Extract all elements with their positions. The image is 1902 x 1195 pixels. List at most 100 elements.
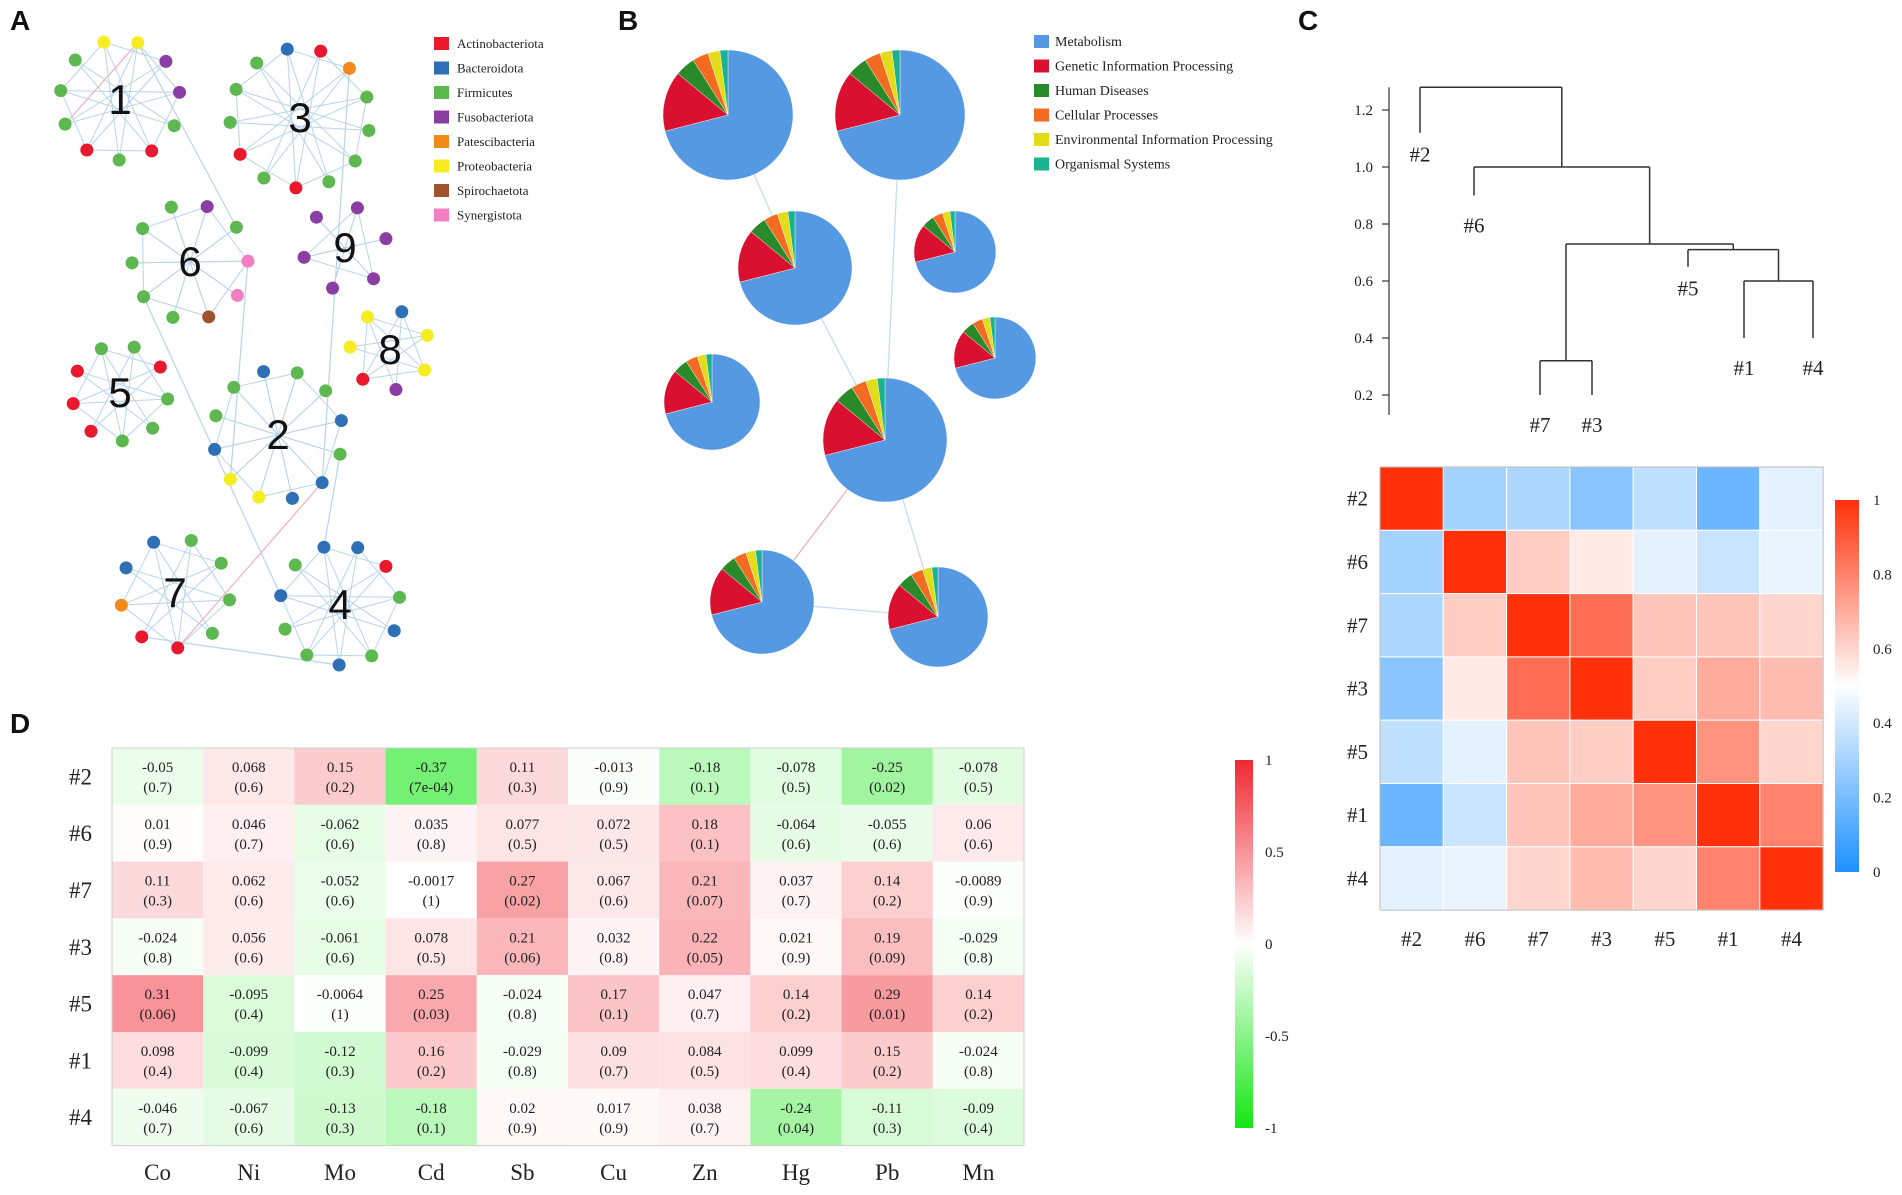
module-6: 6 [125,200,255,324]
correlation-cell [203,804,295,862]
network-edge [294,564,395,632]
correlation-value: -0.029 [959,930,998,946]
correlation-pvalue: (0.1) [599,1007,628,1023]
pie-node [822,377,948,503]
correlation-pvalue: (0.4) [964,1121,993,1137]
module-label: 5 [108,369,131,416]
correlation-pvalue: (0.6) [326,837,355,853]
network-edge [121,347,135,442]
correlation-cell [932,804,1024,862]
correlation-cell [932,975,1024,1032]
heatmap-cell [1696,529,1761,595]
correlation-pvalue: (0.5) [964,780,993,796]
correlation-pvalue: (0.9) [143,837,172,853]
otu-node [66,397,80,411]
pie-slice [877,377,886,441]
correlation-value: 0.29 [874,987,900,1003]
correlation-cell [203,748,295,805]
y-tick-label: 0.4 [1354,331,1373,347]
otu-node [252,490,266,504]
heatmap-row-label: #2 [1347,487,1368,511]
otu-node [136,222,150,236]
correlation-value: 0.14 [965,987,992,1003]
correlation-cell [112,975,204,1032]
network-edge [118,42,139,161]
inter-module-edge [64,42,139,125]
module-label: 6 [178,238,201,285]
pie-slice [664,49,794,181]
heatmap-cell [1506,593,1571,658]
network-edge [121,599,230,606]
correlation-cell [932,918,1024,976]
correlation-value: -0.078 [777,760,816,776]
correlation-frame [111,747,1025,1147]
legend-swatch [434,110,449,124]
correlation-pvalue: (0.2) [417,1064,446,1080]
correlation-pvalue: (0.9) [964,894,993,910]
correlation-cell [841,1088,933,1146]
function-legend: Metabolism Genetic Information Processing… [1034,35,1273,173]
network-edge [286,49,330,182]
legend-swatch [1034,59,1049,73]
otu-node [200,200,214,214]
pie-node [887,566,989,668]
correlation-cell [476,1032,568,1089]
correlation-value: 0.18 [692,817,718,833]
network-edge [177,540,192,648]
correlation-value: -0.013 [594,760,633,776]
correlation-value: -0.024 [503,987,542,1003]
otu-node [171,641,185,655]
correlation-pvalue: (0.02) [869,780,905,796]
correlation-value: -0.095 [229,987,268,1003]
heatmap-cell [1632,783,1697,848]
network-edge [295,160,356,189]
correlation-pvalue: (7e-04) [409,780,453,796]
correlation-pvalue: (0.6) [599,894,628,910]
correlation-row-label: #4 [69,1105,93,1130]
heatmap-cell [1442,529,1508,595]
correlation-cell [841,748,933,805]
otu-node [350,201,364,215]
correlation-cell [112,748,204,805]
correlation-pvalue: (0.1) [417,1121,446,1137]
otu-node [94,342,108,356]
heatmap-cell [1506,656,1571,721]
inter-module-edge [321,68,350,483]
heatmap-cell [1632,466,1697,531]
correlation-value: 0.11 [510,760,536,776]
correlation-cell [112,918,204,976]
network-edge [120,542,155,606]
otu-node [202,310,216,324]
module-label: 7 [163,569,186,616]
network-modules: 1 3 6 9 8 5 2 7 4 [54,35,434,672]
otu-node [208,442,222,456]
correlation-value: -0.25 [872,760,903,776]
correlation-value: -0.029 [503,1044,542,1060]
heatmap-cell [1442,466,1508,531]
correlation-value: -0.055 [868,817,907,833]
correlation-cell [476,861,568,919]
otu-node [351,541,365,555]
correlation-colorbar: 1 0.5 0 -0.5 -1 [1235,753,1289,1137]
heatmap-cell [1696,783,1761,848]
otu-node [367,272,381,286]
heatmap-cell [1379,846,1444,911]
correlation-value: -0.024 [959,1044,998,1060]
network-edge [74,59,175,127]
otu-node [205,626,219,640]
correlation-pvalue: (0.2) [873,1064,902,1080]
correlation-value: 0.15 [327,760,353,776]
correlation-pvalue: (0.7) [690,1007,719,1023]
network-edge [153,541,222,564]
otu-node [227,380,241,394]
correlation-pvalue: (0.7) [143,1121,172,1137]
pie-node [834,49,966,181]
pie-slice [989,316,996,359]
otu-node [309,210,323,224]
heatmap-cell [1379,593,1444,658]
correlation-value: 0.067 [597,874,631,890]
network-edge [323,546,387,567]
correlation-pvalue: (0.3) [326,1121,355,1137]
otu-node [84,424,98,438]
